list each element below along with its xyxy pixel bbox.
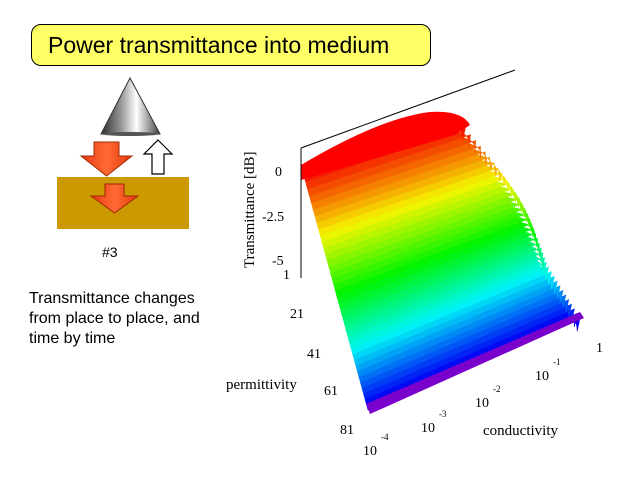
permittivity-axis-label: permittivity xyxy=(226,377,297,393)
permittivity-tick-label: 61 xyxy=(324,384,338,399)
svg-text:10: 10 xyxy=(421,421,435,436)
conductivity-tick-label: 10 -1 xyxy=(535,357,561,384)
description-line: Transmittance changes xyxy=(29,290,195,307)
svg-text:-3: -3 xyxy=(439,409,447,419)
conductivity-axis-label: conductivity xyxy=(483,423,558,439)
svg-text:1: 1 xyxy=(596,341,603,356)
z-tick-label: -5 xyxy=(272,254,284,269)
reflected-arrow-icon xyxy=(142,139,174,175)
svg-text:10: 10 xyxy=(363,444,377,459)
permittivity-tick-label: 41 xyxy=(307,347,321,362)
conductivity-tick-label: 10 -4 xyxy=(363,432,389,459)
permittivity-tick-label: 1 xyxy=(283,268,290,283)
incident-arrow-icon xyxy=(79,141,134,177)
conductivity-tick-label: 1 xyxy=(596,341,603,356)
transmitted-arrow-icon xyxy=(89,183,140,214)
description-text: Transmittance changes from place to plac… xyxy=(29,289,239,349)
svg-text:-4: -4 xyxy=(381,432,389,442)
z-axis-label: Transmittance [dB] xyxy=(242,151,258,268)
cone-base xyxy=(101,132,159,136)
conductivity-tick-label: 10 -3 xyxy=(421,409,447,436)
z-tick-label: 0 xyxy=(275,165,282,180)
conductivity-tick-label: 10 -2 xyxy=(475,384,501,411)
diagonal-axis-line xyxy=(300,69,516,149)
slide-title: Power transmittance into medium xyxy=(31,24,431,66)
svg-text:10: 10 xyxy=(535,369,549,384)
svg-text:10: 10 xyxy=(475,396,489,411)
permittivity-tick-label: 81 xyxy=(340,423,354,438)
description-line: time by time xyxy=(29,330,116,347)
diagram-label: #3 xyxy=(102,244,118,260)
permittivity-tick-label: 21 xyxy=(290,307,304,322)
svg-text:-1: -1 xyxy=(553,357,561,367)
svg-text:-2: -2 xyxy=(493,384,501,394)
surface-mesh xyxy=(300,111,584,414)
z-tick-label: -2.5 xyxy=(262,210,284,225)
description-line: from place to place, and xyxy=(29,310,200,327)
